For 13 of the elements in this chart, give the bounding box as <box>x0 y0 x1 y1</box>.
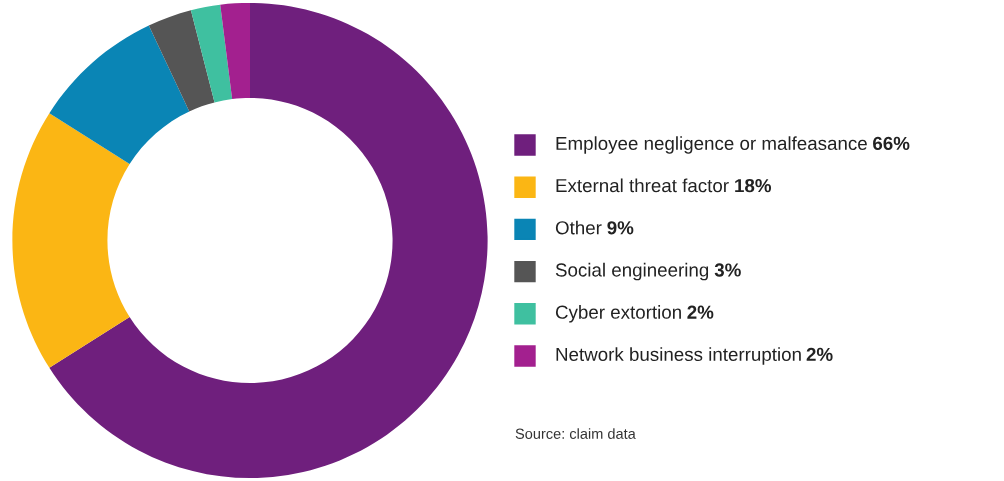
data-label: 18% <box>735 178 772 193</box>
legend-label: Network business interruption <box>556 347 801 365</box>
source-note: Source: claim data <box>515 428 636 439</box>
legend-label: External threat factor <box>556 178 729 193</box>
data-label: 2% <box>806 347 833 361</box>
legend-label: Other <box>555 220 602 235</box>
data-label: 9% <box>607 221 634 235</box>
legend-label: Employee negligence or malfeasance <box>556 136 867 154</box>
data-label: 66% <box>873 136 910 151</box>
legend-label: Social engineering <box>555 262 709 281</box>
data-label: 3% <box>714 263 741 277</box>
legend-label: Cyber extortion <box>555 305 681 323</box>
data-label: 2% <box>687 305 714 319</box>
